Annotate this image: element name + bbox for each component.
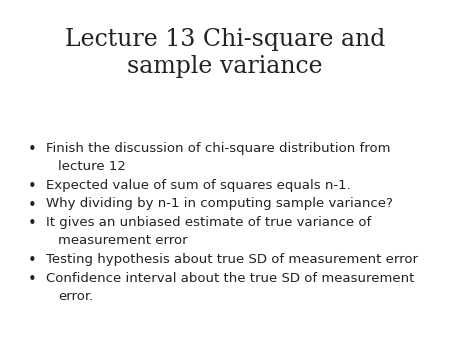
Text: •: •: [28, 216, 37, 231]
Text: measurement error: measurement error: [58, 235, 188, 247]
Text: It gives an unbiased estimate of true variance of: It gives an unbiased estimate of true va…: [46, 216, 371, 229]
Text: •: •: [28, 271, 37, 287]
Text: •: •: [28, 142, 37, 157]
Text: Lecture 13 Chi-square and
sample variance: Lecture 13 Chi-square and sample varianc…: [65, 28, 385, 78]
Text: •: •: [28, 197, 37, 213]
Text: Finish the discussion of chi-square distribution from: Finish the discussion of chi-square dist…: [46, 142, 391, 155]
Text: Confidence interval about the true SD of measurement: Confidence interval about the true SD of…: [46, 271, 414, 285]
Text: lecture 12: lecture 12: [58, 161, 126, 173]
Text: Testing hypothesis about true SD of measurement error: Testing hypothesis about true SD of meas…: [46, 253, 418, 266]
Text: Why dividing by n-1 in computing sample variance?: Why dividing by n-1 in computing sample …: [46, 197, 393, 211]
Text: Expected value of sum of squares equals n-1.: Expected value of sum of squares equals …: [46, 179, 351, 192]
Text: error.: error.: [58, 290, 93, 303]
Text: •: •: [28, 179, 37, 194]
Text: •: •: [28, 253, 37, 268]
